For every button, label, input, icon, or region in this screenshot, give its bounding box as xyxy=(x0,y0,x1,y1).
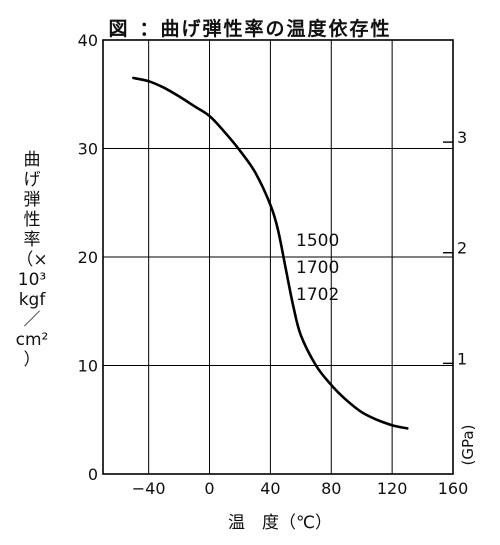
x-tick-label: 80 xyxy=(321,479,341,498)
series-line xyxy=(132,76,409,430)
figure-label: 図 xyxy=(108,18,130,40)
x-axis-ticks: −40 0 40 80 120 160 xyxy=(132,479,469,498)
title-text: ：曲げ弾性率の温度依存性 xyxy=(139,18,392,40)
y-tick-label: 10 xyxy=(78,357,98,376)
annotations: 1500 1700 1702 xyxy=(296,231,339,305)
y-tick-label: 20 xyxy=(78,248,98,267)
y-axis-label-line: 10³ xyxy=(17,270,47,290)
series-group xyxy=(132,76,409,430)
y2-tick-label: 3 xyxy=(457,128,467,147)
y-axis-label-line: ） xyxy=(23,350,41,370)
grid-lines xyxy=(103,40,453,474)
annotation-label: 1702 xyxy=(296,285,339,305)
x-tick-label: 160 xyxy=(438,479,469,498)
y2-tick-label: 2 xyxy=(457,239,467,258)
annotation-label: 1500 xyxy=(296,231,339,251)
y2-axis-label: (GPa) xyxy=(459,425,477,466)
chart-title: 図 ：曲げ弾性率の温度依存性 xyxy=(0,14,500,41)
y2-tick-label: 1 xyxy=(457,349,467,368)
y-axis-label-line: ／ xyxy=(23,310,41,330)
y-axis-label-line: 率 xyxy=(23,230,41,250)
y-axis-label-line: 性 xyxy=(23,210,41,230)
y-axis-label-line: cm² xyxy=(15,330,49,350)
y-axis-label-line: げ xyxy=(23,170,41,190)
x-tick-label: 40 xyxy=(260,479,280,498)
annotation-label: 1700 xyxy=(296,258,339,278)
y-tick-label: 30 xyxy=(78,140,98,159)
y-axis-label: 曲 げ 弾 性 率 （× 10³ kgf ／ cm² ） xyxy=(14,150,50,370)
x-tick-label: 0 xyxy=(204,479,214,498)
x-axis-label: 温 度（℃） xyxy=(228,513,332,533)
y-axis-ticks: 0 10 20 30 40 xyxy=(78,31,98,484)
x-tick-label: −40 xyxy=(132,479,166,498)
x-tick-label: 120 xyxy=(377,479,408,498)
y-axis-label-line: 弾 xyxy=(23,190,41,210)
plot-frame xyxy=(102,39,454,475)
y-axis-label-line: （× xyxy=(16,250,48,270)
y-tick-label: 0 xyxy=(88,465,98,484)
y-axis-label-line: 曲 xyxy=(23,150,41,170)
y-tick-label: 40 xyxy=(78,31,98,50)
y-axis-label-line: kgf xyxy=(18,290,46,310)
y2-axis-ticks: 1 2 3 xyxy=(443,128,467,368)
